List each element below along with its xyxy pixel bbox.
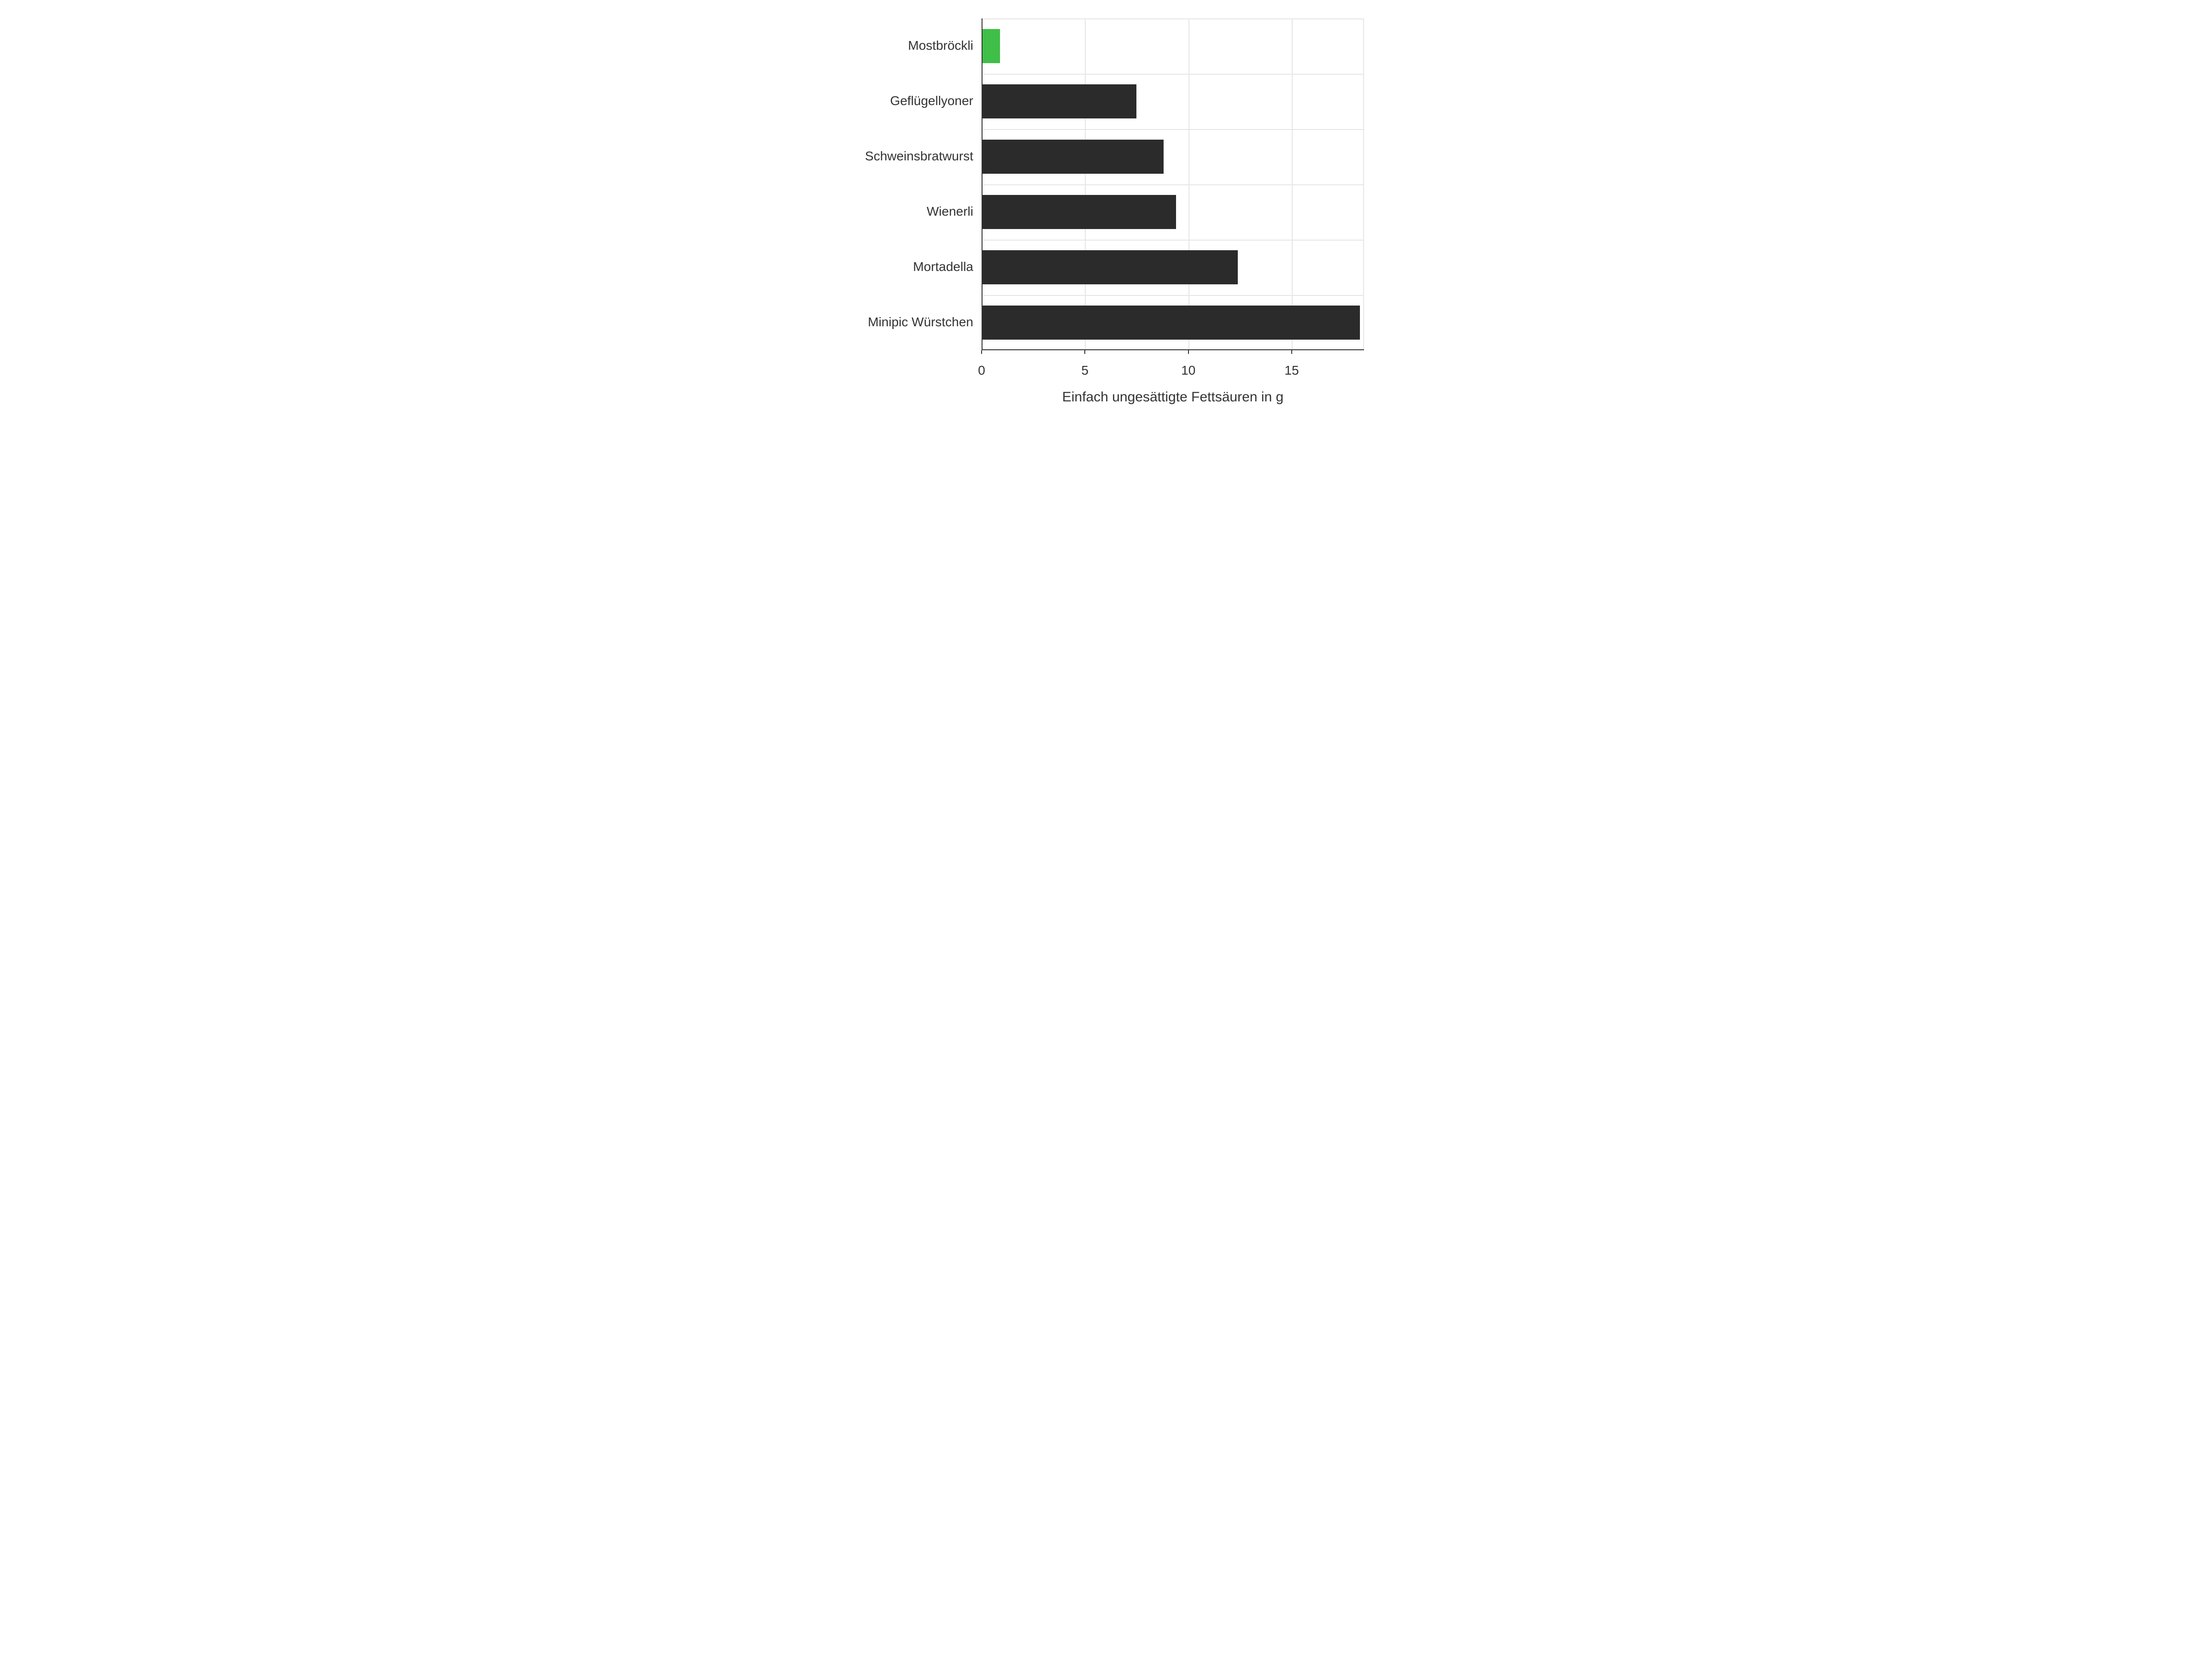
bar <box>982 250 1238 284</box>
x-axis-line <box>982 349 1364 350</box>
x-tick-mark <box>1291 350 1292 354</box>
bar <box>982 306 1360 340</box>
y-tick-label: Wienerli <box>927 204 973 219</box>
gridline <box>982 74 1364 75</box>
gridline <box>982 295 1364 296</box>
x-tick-label: 5 <box>1082 363 1089 378</box>
bar <box>982 140 1164 174</box>
x-tick-label: 15 <box>1284 363 1299 378</box>
x-tick-label: 10 <box>1181 363 1195 378</box>
y-tick-label: Schweinsbratwurst <box>865 149 973 164</box>
gridline <box>982 184 1364 185</box>
x-tick-label: 0 <box>978 363 985 378</box>
y-tick-label: Minipic Würstchen <box>868 315 973 329</box>
x-tick-mark <box>1188 350 1189 354</box>
bar <box>982 29 1000 63</box>
x-axis-label: Einfach ungesättigte Fettsäuren in g <box>1062 389 1283 405</box>
bar <box>982 84 1136 118</box>
bar <box>982 195 1176 229</box>
gridline <box>982 240 1364 241</box>
gridline <box>982 18 1364 19</box>
y-tick-label: Geflügellyoner <box>890 94 973 108</box>
y-tick-label: Mostbröckli <box>908 38 973 53</box>
x-tick-mark <box>1084 350 1085 354</box>
plot-area <box>982 18 1364 350</box>
gridline <box>982 129 1364 130</box>
chart-container: Mostbröckli Geflügellyoner Schweinsbratwur… <box>830 0 1382 415</box>
x-tick-mark <box>981 350 982 354</box>
y-tick-label: Mortadella <box>913 259 973 274</box>
